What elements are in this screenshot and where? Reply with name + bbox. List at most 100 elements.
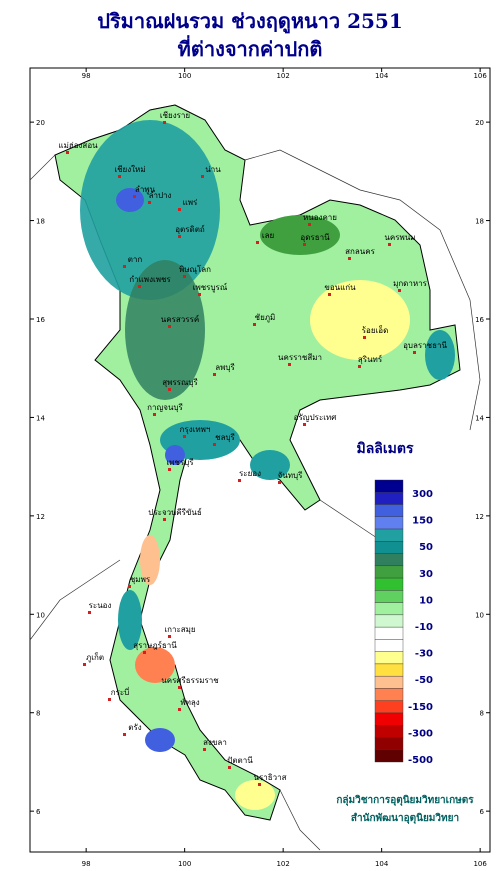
station-dot	[178, 208, 181, 211]
province-label: เลย	[262, 231, 274, 240]
station-dot	[178, 235, 181, 238]
legend-swatch	[374, 639, 404, 652]
legend-swatch	[374, 516, 404, 530]
station-dot	[363, 336, 366, 339]
station-dot	[303, 243, 306, 246]
station-dot	[358, 365, 361, 368]
station-dot	[168, 388, 171, 391]
lat-label: 6	[36, 808, 41, 816]
province-label: สกลนคร	[345, 247, 375, 256]
province-label: สุรินทร์	[358, 354, 383, 364]
legend-swatch	[374, 602, 404, 616]
legend-label: 10	[419, 595, 433, 606]
legend-label: -500	[408, 755, 433, 766]
station-dot	[163, 121, 166, 124]
subtitle: ที่ต่างจากค่าปกติ	[178, 34, 323, 61]
legend-swatch	[374, 492, 404, 505]
province-label: พัทลุง	[180, 698, 199, 707]
province-label: ปัตตานี	[227, 756, 253, 765]
legend-label: -10	[415, 622, 433, 633]
station-dot	[228, 766, 231, 769]
legend-label: 300	[412, 489, 433, 500]
legend-label: -30	[415, 649, 433, 660]
station-dot	[143, 651, 146, 654]
legend-label: -150	[408, 702, 433, 713]
station-dot	[128, 585, 131, 588]
lon-label: 102	[276, 860, 289, 868]
station-dot	[288, 363, 291, 366]
legend-swatch	[374, 700, 404, 714]
lat-label: 16	[475, 316, 484, 324]
province-label: นครพนม	[384, 233, 415, 242]
legend-swatch	[374, 590, 404, 603]
lon-label: 98	[82, 860, 91, 868]
lat-label: 20	[475, 119, 484, 127]
province-label: ภูเก็ต	[86, 652, 104, 663]
station-dot	[178, 708, 181, 711]
station-dot	[238, 479, 241, 482]
legend-swatch	[374, 712, 404, 726]
province-label: น่าน	[205, 165, 221, 174]
station-dot	[348, 257, 351, 260]
legend-swatch	[374, 565, 404, 579]
station-dot	[178, 686, 181, 689]
station-dot	[258, 783, 261, 786]
province-label: ตาก	[128, 255, 143, 264]
station-dot	[83, 663, 86, 666]
station-dot	[88, 611, 91, 614]
legend-swatch	[374, 737, 404, 750]
province-label: กำแพงเพชร	[129, 275, 171, 284]
legend-label: 50	[419, 542, 433, 553]
legend-swatch	[374, 614, 404, 628]
station-dot	[168, 468, 171, 471]
lon-label: 102	[276, 72, 289, 80]
province-label: สุราษฎร์ธานี	[133, 640, 177, 650]
lat-label: 8	[480, 710, 484, 718]
province-label: ร้อยเอ็ด	[362, 325, 389, 335]
lat-label: 18	[475, 218, 484, 226]
province-label: พิษณุโลก	[179, 264, 211, 274]
province-label: อุตรดิตถ์	[175, 224, 205, 234]
province-label: ระนอง	[89, 601, 112, 610]
map-frame	[29, 67, 491, 853]
legend-swatch	[374, 725, 404, 738]
rain-areas	[80, 120, 455, 810]
province-label: กาญจนบุรี	[147, 403, 183, 412]
province-label: ขอนแก่น	[324, 283, 356, 292]
legend-swatch	[374, 528, 404, 542]
station-dot	[118, 175, 121, 178]
province-label: จันทบุรี	[278, 471, 304, 480]
station-dot	[198, 293, 201, 296]
province-label: เชียงราย	[160, 111, 190, 120]
station-dot	[138, 285, 141, 288]
lat-label: 6	[480, 808, 485, 816]
province-label: นครราชสีมา	[278, 353, 322, 362]
province-label: ชุมพร	[130, 575, 151, 584]
legend-label: 30	[419, 569, 433, 580]
lat-label: 12	[36, 513, 45, 521]
station-dot	[303, 423, 306, 426]
province-label: มุกดาหาร	[393, 279, 428, 288]
province-label: อุบลราชธานี	[403, 341, 447, 350]
legend-swatch	[374, 626, 404, 640]
station-dot	[123, 733, 126, 736]
province-label: ชัยภูมิ	[255, 313, 276, 323]
province-label: แพร่	[183, 198, 198, 207]
legend-title: มิลลิเมตร	[356, 441, 413, 457]
legend-label: -300	[408, 728, 433, 739]
station-dot	[256, 241, 259, 244]
station-dot	[213, 443, 216, 446]
province-label: นราธิวาส	[253, 773, 286, 782]
province-label: ลำพูน	[135, 185, 156, 195]
province-label: กรุงเทพฯ	[180, 425, 211, 434]
lon-label: 106	[473, 72, 487, 80]
lon-label: 104	[375, 860, 389, 868]
lat-label: 18	[36, 218, 45, 226]
legend-swatch	[374, 663, 404, 677]
lat-label: 10	[475, 611, 484, 619]
lat-label: 12	[475, 513, 484, 521]
station-dot	[153, 413, 156, 416]
station-dot	[66, 151, 69, 154]
station-dot	[108, 698, 111, 701]
